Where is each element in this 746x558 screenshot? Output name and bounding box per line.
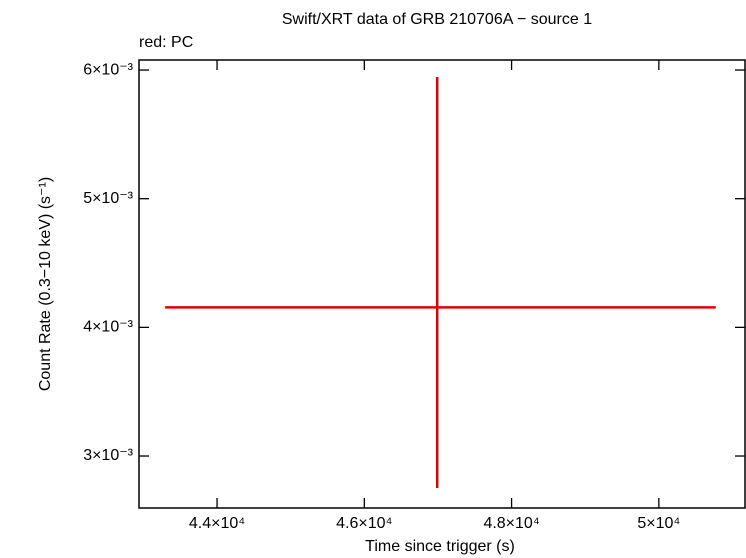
y-tick-label: 4×10⁻³	[83, 319, 133, 336]
x-axis-label: Time since trigger (s)	[365, 538, 515, 555]
x-tick-label: 4.8×10⁴	[483, 515, 539, 532]
y-axis-label: Count Rate (0.3−10 keV) (s⁻¹)	[37, 177, 54, 391]
x-tick-label: 5×10⁴	[637, 515, 680, 532]
x-tick-label: 4.6×10⁴	[336, 515, 392, 532]
y-tick-label: 6×10⁻³	[83, 61, 133, 78]
x-tick-label: 4.4×10⁴	[189, 515, 245, 532]
chart-subtitle: red: PC	[139, 34, 193, 51]
y-tick-label: 5×10⁻³	[83, 190, 133, 207]
plot-frame	[138, 59, 746, 509]
chart-title: Swift/XRT data of GRB 210706A − source 1	[282, 11, 592, 28]
y-tick-label: 3×10⁻³	[83, 447, 133, 464]
